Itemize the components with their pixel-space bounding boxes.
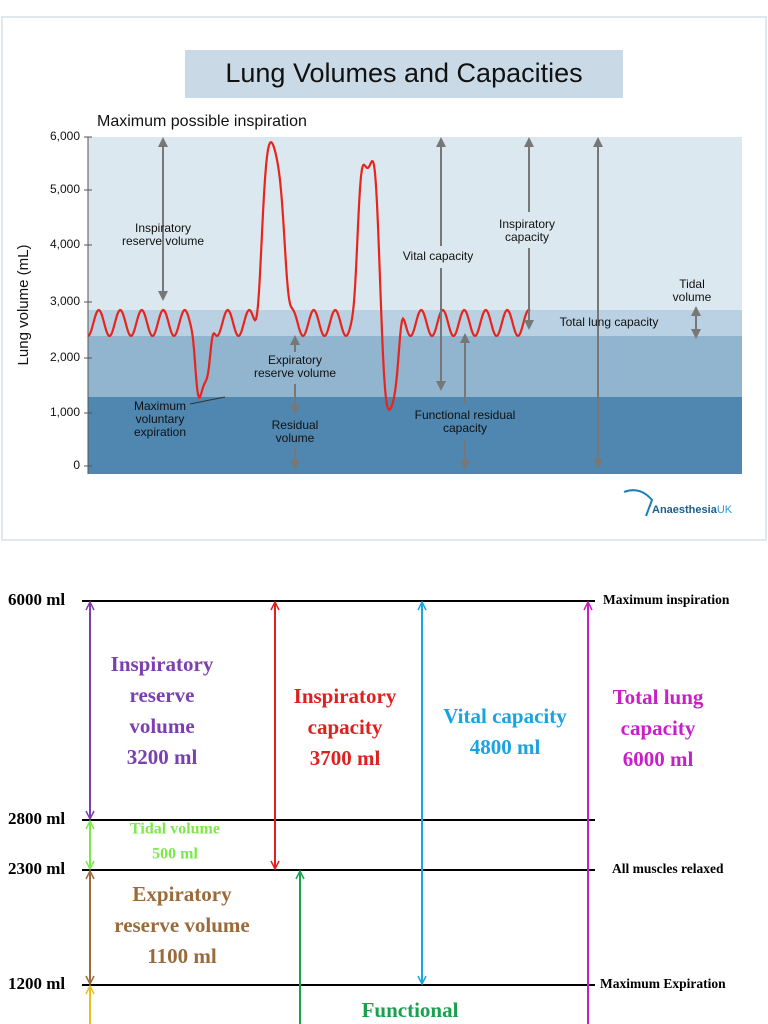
logo: AnaesthesiaUK <box>652 504 733 516</box>
annotation: expiration <box>134 425 186 439</box>
y-tick-label: 4,000 <box>50 237 80 251</box>
annotation: Residual <box>272 418 319 432</box>
arrow-head <box>85 600 95 611</box>
annotation: Maximum <box>134 399 186 413</box>
annotation: Expiratory <box>268 353 322 367</box>
segment-label: Functional <box>362 998 459 1022</box>
level-label: 6000 ml <box>8 590 65 609</box>
segment-label: 3700 ml <box>310 746 381 770</box>
annotation: reserve volume <box>254 366 336 380</box>
arrow-head <box>270 600 280 611</box>
annotation: reserve volume <box>122 234 204 248</box>
annotation: capacity <box>443 421 487 435</box>
level-label: 2800 ml <box>8 809 65 828</box>
volume-curve <box>87 140 531 412</box>
annotation: Inspiratory <box>499 217 555 231</box>
annotation: Total lung capacity <box>560 315 659 329</box>
segment-label: Tidal volume <box>130 821 220 838</box>
arrow-head <box>85 860 95 871</box>
arrow-head <box>85 984 95 995</box>
level-note: All muscles relaxed <box>612 861 724 876</box>
segment-label: reserve <box>130 683 195 707</box>
logo-prefix: Anaesthesia <box>652 504 718 516</box>
y-tick-label: 2,000 <box>50 350 80 364</box>
level-label: 1200 ml <box>8 974 65 993</box>
arrow-head <box>85 819 95 830</box>
annotation: Vital capacity <box>403 249 473 263</box>
annotation: Functional residual <box>415 408 516 422</box>
segment-label: capacity <box>308 715 383 739</box>
band <box>88 336 742 397</box>
segment-label: 1100 ml <box>147 944 217 968</box>
level-note: Maximum Expiration <box>600 976 726 991</box>
segment-label: 6000 ml <box>623 747 694 771</box>
annotation: volume <box>276 431 315 445</box>
y-tick-label: 1,000 <box>50 405 80 419</box>
y-tick-label: 5,000 <box>50 182 80 196</box>
segment-label: Residual volume <box>91 1020 240 1024</box>
level-note: Maximum inspiration <box>603 592 730 607</box>
subtitle: Maximum possible inspiration <box>97 113 307 130</box>
leader <box>189 396 226 405</box>
annotation: capacity <box>505 230 549 244</box>
arrow-head <box>85 810 95 821</box>
segment-label: 3200 ml <box>127 745 198 769</box>
annotation: voluntary <box>136 412 185 426</box>
annotation: Tidal <box>679 277 705 291</box>
logo-mark <box>623 489 654 517</box>
y-axis-label: Lung volume (mL) <box>15 245 32 366</box>
y-tick-label: 0 <box>73 458 80 472</box>
y-tick-label: 3,000 <box>50 294 80 308</box>
arrow-head <box>417 600 427 611</box>
annotation: Inspiratory <box>135 221 191 235</box>
segment-label: Inspiratory <box>294 684 397 708</box>
segment-label: 4800 ml <box>470 735 541 759</box>
band <box>88 397 742 474</box>
arrow-head <box>85 869 95 880</box>
title: Lung Volumes and Capacities <box>225 58 582 88</box>
level-label: 2300 ml <box>8 859 65 878</box>
arrow-head <box>270 860 280 871</box>
segment-label: volume <box>129 714 194 738</box>
band <box>88 137 742 310</box>
arrow-head <box>295 869 305 880</box>
arrow-head <box>85 975 95 986</box>
segment-label: Total lung <box>613 685 704 709</box>
arrow-head <box>417 975 427 986</box>
segment-label: Inspiratory <box>111 652 214 676</box>
y-tick-label: 6,000 <box>50 129 80 143</box>
segment-label: Expiratory <box>132 882 232 906</box>
segment-label: 500 ml <box>152 846 198 863</box>
segment-label: capacity <box>621 716 696 740</box>
logo-suffix: UK <box>717 504 733 516</box>
segment-label: reserve volume <box>114 913 249 937</box>
annotation: volume <box>673 290 712 304</box>
title-box <box>185 50 623 98</box>
segment-label: Vital capacity <box>443 704 567 728</box>
arrow-head <box>583 600 593 611</box>
